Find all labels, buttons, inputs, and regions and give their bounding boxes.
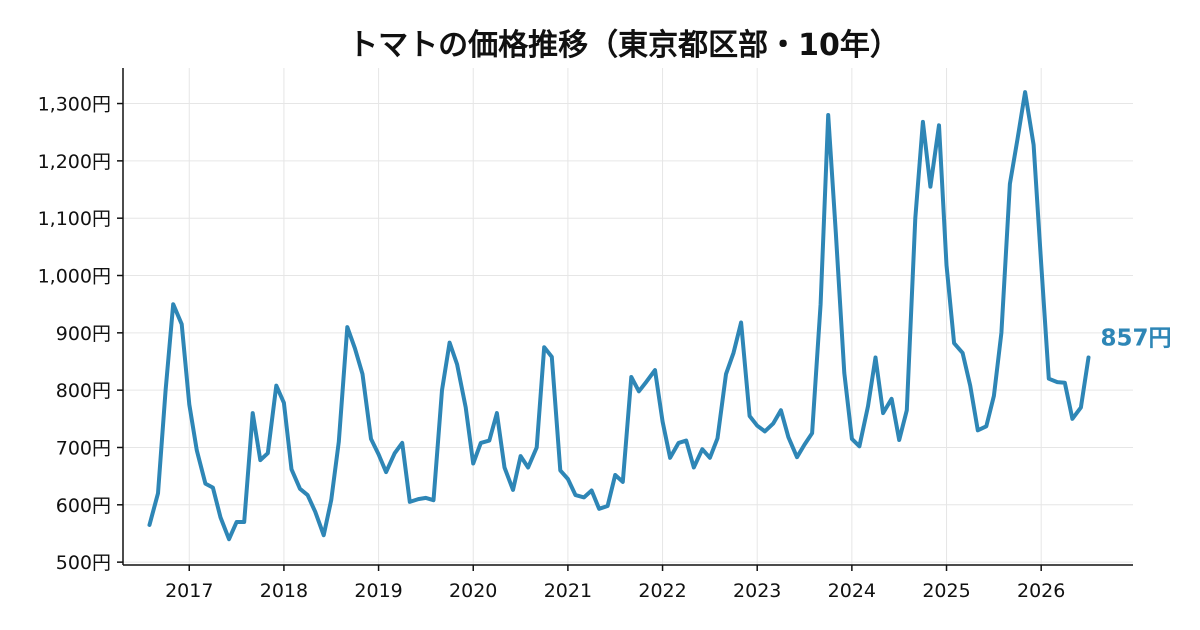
y-tick-label: 800円 xyxy=(56,380,111,402)
x-tick-label: 2024 xyxy=(828,580,876,602)
end-value-label: 857円 xyxy=(1101,325,1172,351)
y-tick-label: 1,100円 xyxy=(38,208,111,230)
y-tick-label: 900円 xyxy=(56,323,111,345)
price-series-line xyxy=(147,90,1091,542)
y-tick-label: 1,300円 xyxy=(38,94,111,116)
x-tick-label: 2020 xyxy=(449,580,497,602)
axis-ticks: 500円 600円 700円 800円 900円 1,000円 1,100円 1,200円 1,… xyxy=(38,94,1066,602)
y-tick-label: 700円 xyxy=(56,437,111,459)
x-tick-label: 2022 xyxy=(638,580,686,602)
series-group xyxy=(147,90,1091,542)
y-tick-label: 1,200円 xyxy=(38,151,111,173)
y-tick-label: 600円 xyxy=(56,495,111,517)
axes xyxy=(122,68,1133,566)
x-tick-label: 2026 xyxy=(1017,580,1065,602)
x-tick-label: 2023 xyxy=(733,580,781,602)
x-tick-label: 2018 xyxy=(260,580,308,602)
y-tick-label: 500円 xyxy=(56,552,111,574)
gridlines xyxy=(123,68,1133,565)
x-tick-label: 2017 xyxy=(165,580,213,602)
x-tick-label: 2025 xyxy=(922,580,970,602)
x-tick-label: 2021 xyxy=(544,580,592,602)
x-tick-label: 2019 xyxy=(354,580,402,602)
y-tick-label: 1,000円 xyxy=(38,266,111,288)
chart-title: トマトの価格推移（東京都区部・10年） xyxy=(348,28,900,63)
